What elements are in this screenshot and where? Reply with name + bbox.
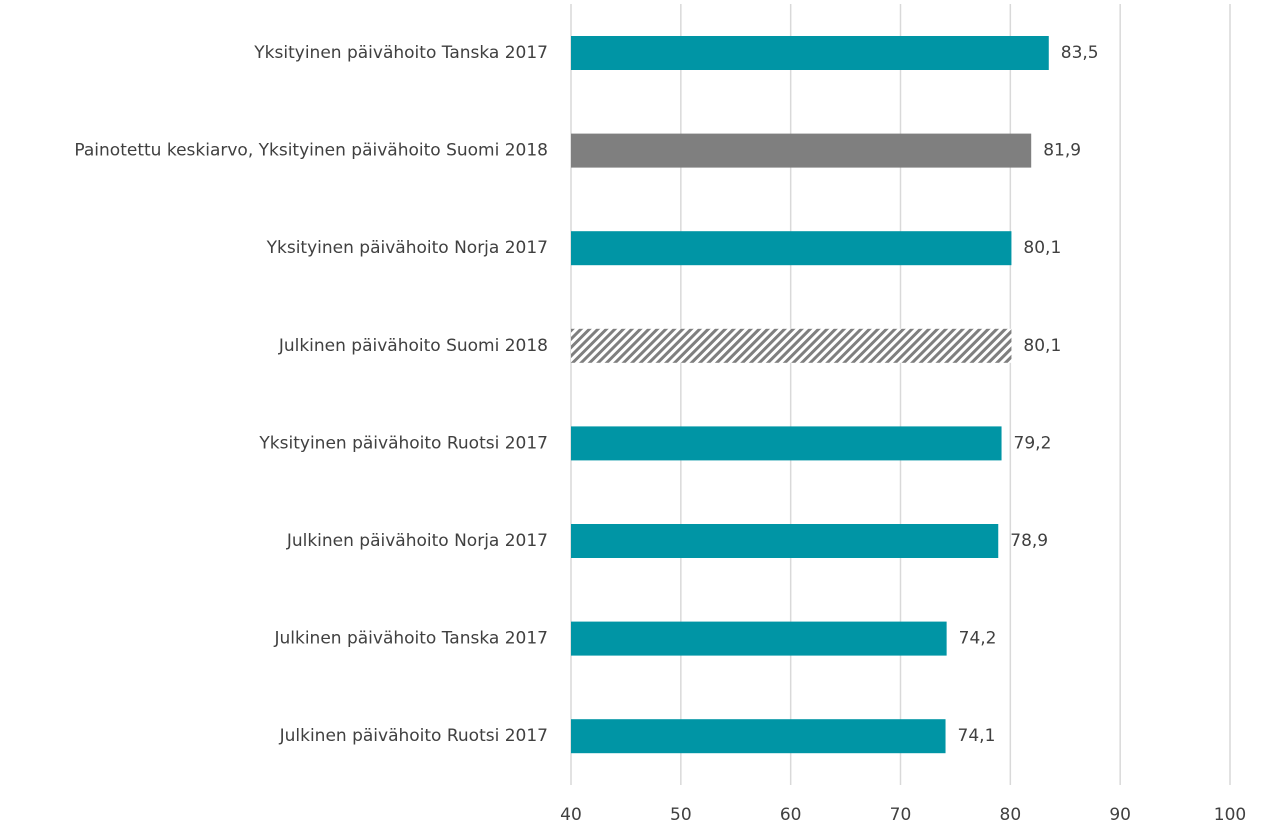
x-tick-label: 40 [560,805,582,825]
y-tick-label: Julkinen päivähoito Suomi 2018 [278,336,548,356]
value-label: 80,1 [1023,238,1061,258]
bar [571,719,946,754]
x-tick-label: 60 [780,805,802,825]
x-tick-label: 70 [890,805,912,825]
value-label: 74,2 [959,629,997,649]
bar [571,328,1012,363]
value-label: 80,1 [1023,336,1061,356]
value-label: 79,2 [1014,433,1052,453]
bar [571,621,947,656]
value-label: 83,5 [1061,43,1099,63]
value-label: 74,1 [958,726,996,746]
y-tick-label: Julkinen päivähoito Ruotsi 2017 [279,726,548,746]
bar [571,231,1012,266]
value-label: 81,9 [1043,141,1081,161]
y-tick-label: Yksityinen päivähoito Norja 2017 [266,238,548,258]
y-tick-label: Julkinen päivähoito Norja 2017 [286,531,548,551]
bar [571,133,1032,168]
y-tick-label: Julkinen päivähoito Tanska 2017 [273,629,548,649]
bar [571,426,1002,461]
x-tick-label: 90 [1109,805,1131,825]
x-tick-label: 80 [1000,805,1022,825]
bar [571,36,1049,70]
y-tick-label: Painotettu keskiarvo, Yksityinen päiväho… [74,141,548,161]
value-label: 78,9 [1010,531,1048,551]
x-tick-label: 100 [1214,805,1246,825]
y-tick-label: Yksityinen päivähoito Ruotsi 2017 [258,433,548,453]
y-tick-label: Yksityinen päivähoito Tanska 2017 [253,43,548,63]
x-tick-label: 50 [670,805,692,825]
bar [571,524,999,558]
